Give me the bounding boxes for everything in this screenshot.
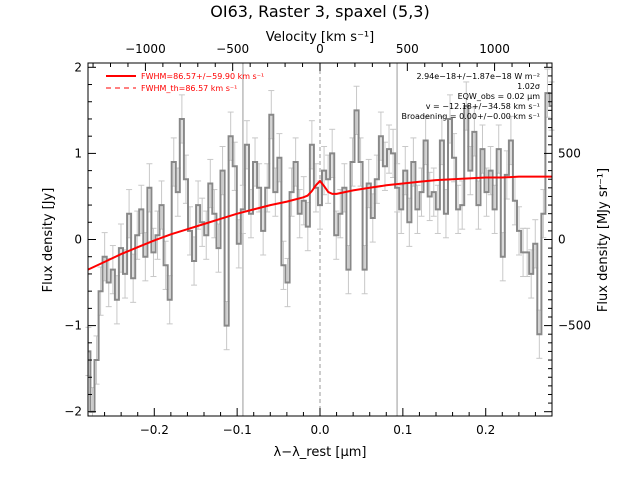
y-tick-label: −2 [64, 405, 82, 419]
legend-label-th: FWHM_th=86.57 km s⁻¹ [141, 84, 237, 93]
x-tick-label: 0.2 [476, 423, 495, 437]
right-tick-label: −500 [558, 319, 591, 333]
x-tick-label: 0.0 [310, 423, 329, 437]
x-tick-label: −0.2 [140, 423, 169, 437]
top-tick-label: 1000 [479, 42, 510, 56]
right-tick-label: 500 [558, 146, 581, 160]
annotation-block: 2.94e−18+/−1.87e−18 W m⁻² 1.02σ EQW_obs … [402, 72, 541, 121]
top-tick-label: −500 [216, 42, 249, 56]
y-axis-label: Flux density [Jy] [41, 188, 56, 293]
x-tick-label: −0.1 [223, 423, 252, 437]
y-tick-label: −1 [64, 319, 82, 333]
right-axis-label: Flux density [MJy sr⁻¹] [596, 168, 611, 312]
top-tick-label: −1000 [125, 42, 166, 56]
legend-label-fit: FWHM=86.57+/−59.90 km s⁻¹ [141, 72, 264, 81]
y-tick-label: 2 [74, 60, 82, 74]
annotation-line: 1.02σ [517, 82, 540, 91]
top-tick-label: 500 [396, 42, 419, 56]
top-tick-label: 0 [316, 42, 324, 56]
y-tick-label: 1 [74, 146, 82, 160]
legend: FWHM=86.57+/−59.90 km s⁻¹ FWHM_th=86.57 … [106, 72, 264, 93]
y-tick-label: 0 [74, 233, 82, 247]
vertical-lines [242, 63, 398, 416]
x-tick-label: 0.1 [393, 423, 412, 437]
fit-curve [87, 175, 552, 271]
x-axis-label: λ−λ_rest [μm] [274, 445, 367, 460]
annotation-line: 2.94e−18+/−1.87e−18 W m⁻² [416, 72, 540, 81]
axis-ticks [88, 63, 553, 416]
data-series [87, 92, 552, 413]
chart-title: OI63, Raster 3, spaxel (5,3) [210, 2, 429, 21]
top-axis-label: Velocity [km s⁻¹] [266, 30, 374, 45]
tick-labels: −0.2 −0.1 0.0 0.1 0.2 −1000 −500 0 500 1000 −2 −1 0 1… [64, 42, 591, 437]
annotation-line: v = −12.18+/−34.58 km s⁻¹ [426, 102, 540, 111]
annotation-line: Broadening = 0.00+/−0.00 km s⁻¹ [402, 112, 540, 121]
data-step-line [88, 92, 552, 413]
annotation-line: EQW_obs = 0.02 μm [458, 92, 541, 101]
right-tick-label: 0 [558, 233, 566, 247]
